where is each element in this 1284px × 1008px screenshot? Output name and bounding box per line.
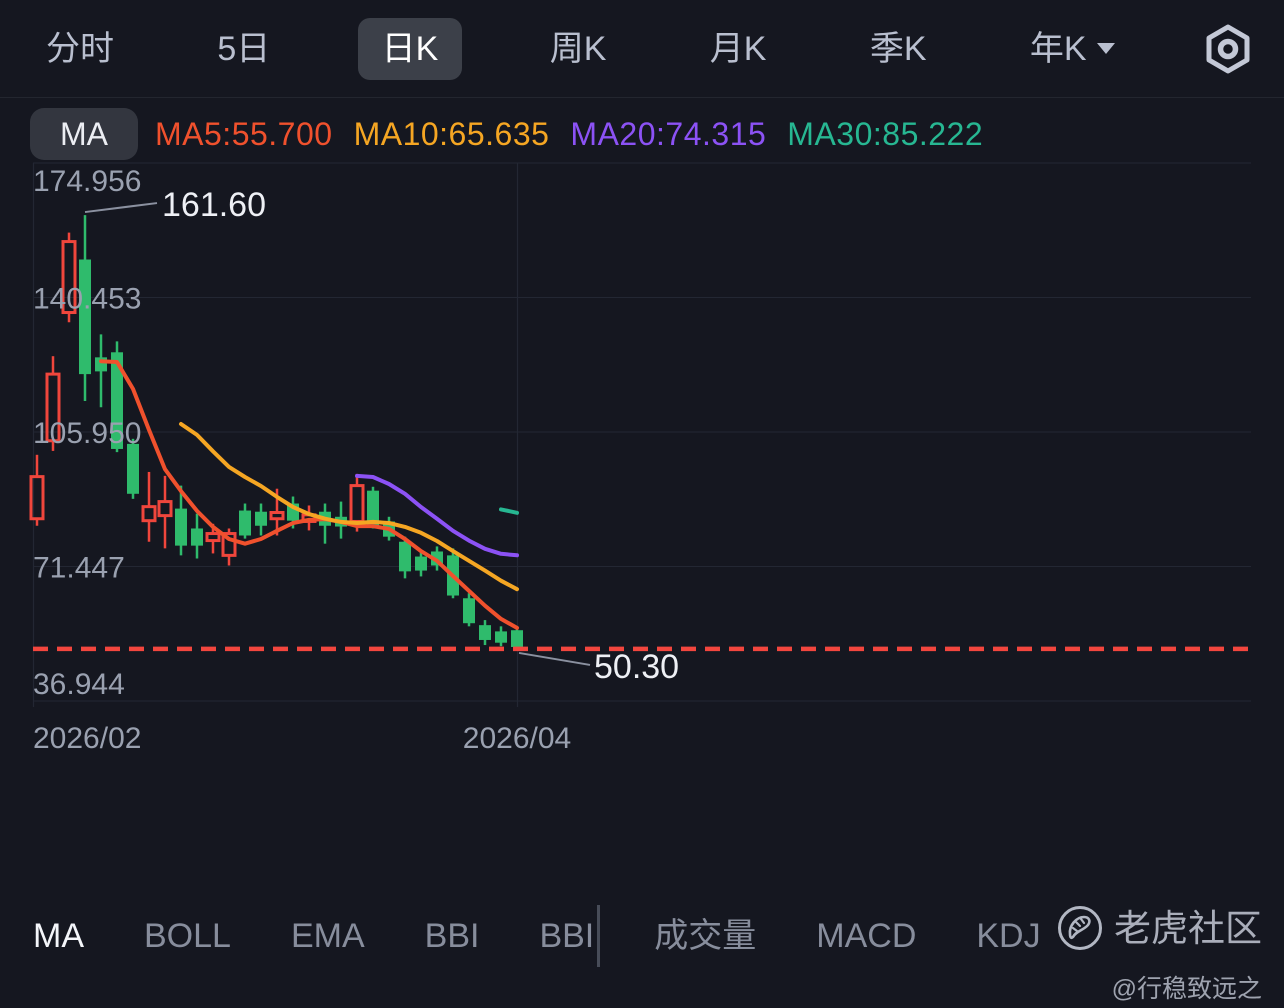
tab-minute[interactable]: 分时 [46, 29, 114, 68]
candle-body-down [479, 625, 491, 640]
candle-body-down [175, 508, 187, 546]
tab-monthly-k[interactable]: 月K [709, 29, 767, 68]
candle-body-down [367, 490, 379, 526]
candle-body-down [463, 598, 475, 624]
chart-settings-button[interactable] [1202, 23, 1254, 75]
period-tab-bar: 分时 5日 日K 周K 月K 季K 年K [0, 0, 1284, 98]
tab-weekly-k[interactable]: 周K [549, 29, 607, 68]
candle-body-up [141, 505, 157, 523]
grid-lines [32, 162, 1251, 707]
ma20-value: MA20:74.315 [570, 116, 767, 152]
candle-body-down [415, 556, 427, 571]
candle-body-up [269, 510, 285, 521]
tab-daily-k[interactable]: 日K [357, 17, 463, 80]
candle-body-up [45, 372, 61, 443]
candle-body-down [495, 631, 507, 643]
indicator-tab-macd[interactable]: MACD [816, 917, 917, 955]
ma30-line [499, 507, 519, 515]
indicator-tab-kdj[interactable]: KDJ [976, 917, 1041, 955]
candle-body-up [221, 532, 237, 557]
ma5-value: MA5:55.700 [155, 116, 333, 152]
indicator-tab-bbi-2-label: BBI [539, 917, 595, 955]
svg-text:36.944: 36.944 [33, 668, 125, 701]
candle-body-up [349, 484, 365, 523]
y-axis-labels: 174.956 140.453 105.950 71.447 36.944 [33, 165, 141, 701]
ma-legend: MA MA5:55.700 MA10:65.635 MA20:74.315 MA… [0, 104, 1284, 164]
candlestick-chart[interactable]: 161.60 50.30 174.956 140.453 105.950 71.447 36… [0, 0, 1284, 800]
indicator-tab-boll[interactable]: BOLL [144, 917, 231, 955]
candle-body-down [191, 528, 203, 546]
high-callout-label: 161.60 [162, 186, 266, 224]
chevron-down-icon [1096, 43, 1115, 54]
tab-yearly-k-label: 年K [1029, 29, 1087, 68]
ma-indicator-button[interactable]: MA [30, 108, 138, 160]
indicator-tab-bbi[interactable]: BBI [424, 917, 480, 955]
svg-text:140.453: 140.453 [33, 283, 141, 316]
ma5-line [99, 359, 519, 630]
candle-body-down [255, 511, 267, 526]
low-callout-label: 50.30 [594, 648, 679, 686]
candle-body-down [399, 541, 411, 572]
svg-text:71.447: 71.447 [33, 552, 125, 585]
hexagon-target-icon [1206, 24, 1250, 73]
indicator-group-divider [597, 905, 601, 967]
ma10-value: MA10:65.635 [353, 116, 550, 152]
ma10-line [179, 422, 519, 592]
x-axis-labels: 2026/02 2026/04 [33, 722, 571, 755]
tab-quarterly-k[interactable]: 季K [869, 29, 927, 68]
candle-body-down [511, 630, 523, 647]
ma20-line [355, 473, 519, 558]
ma30-value: MA30:85.222 [787, 116, 984, 152]
tab-5day[interactable]: 5日 [217, 29, 271, 68]
candle-body-up [157, 500, 173, 518]
watermark-handle: @行稳致远之 [1111, 975, 1262, 1003]
candle-body-up [61, 240, 77, 315]
svg-text:2026/04: 2026/04 [463, 722, 571, 755]
candle-body-down [127, 443, 139, 494]
svg-text:174.956: 174.956 [33, 165, 141, 198]
candle-body-down [79, 259, 91, 375]
indicator-tab-bbi-2[interactable]: BBI [539, 905, 601, 967]
candle-body-up [29, 475, 45, 521]
high-callout-line [84, 202, 158, 214]
candle-body-up [205, 532, 221, 543]
svg-text:2026/02: 2026/02 [33, 722, 141, 755]
indicator-tab-ema[interactable]: EMA [290, 917, 365, 955]
indicator-tab-bar: MA BOLL EMA BBI BBI 成交量 MACD KDJ [0, 898, 1284, 974]
candles-group [29, 215, 523, 649]
candle-body-down [111, 352, 123, 449]
svg-text:105.950: 105.950 [33, 417, 141, 450]
indicator-tab-volume[interactable]: 成交量 [654, 917, 757, 955]
low-callout-line [518, 651, 591, 666]
candle-body-down [239, 510, 251, 536]
tab-yearly-k[interactable]: 年K [1014, 18, 1131, 80]
indicator-tab-ma[interactable]: MA [33, 917, 84, 955]
